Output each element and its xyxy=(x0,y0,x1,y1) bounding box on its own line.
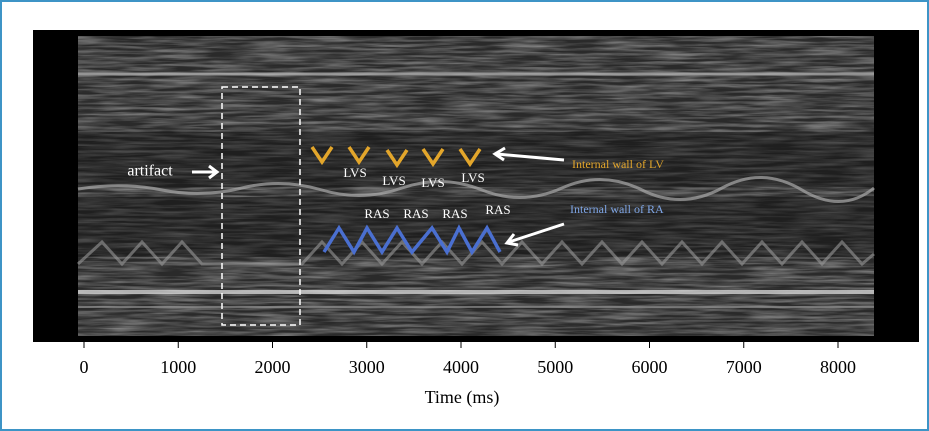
arrow xyxy=(192,164,220,180)
ra-marks xyxy=(322,224,502,256)
tick-label: 0 xyxy=(80,357,89,377)
ras-label: RAS xyxy=(485,202,510,217)
arrow xyxy=(504,222,565,247)
lvs-label: LVS xyxy=(382,173,405,188)
lvs-label: LVS xyxy=(461,170,484,185)
tick-label: 6000 xyxy=(632,357,668,377)
ras-label: RAS xyxy=(403,206,428,221)
lv-marks xyxy=(310,146,482,169)
lvs-label: LVS xyxy=(343,165,366,180)
artifact-box xyxy=(221,86,301,326)
tick-label: 4000 xyxy=(443,357,479,377)
speckle xyxy=(78,36,874,336)
tick-label: 1000 xyxy=(160,357,196,377)
ras-label: RAS xyxy=(364,206,389,221)
tick-label: 5000 xyxy=(537,357,573,377)
ra-wall-label: Internal wall of RA xyxy=(570,202,664,216)
wall-line xyxy=(76,239,875,267)
tick-label: 7000 xyxy=(726,357,762,377)
artifact-label: artifact xyxy=(127,163,173,180)
tick-label: 2000 xyxy=(255,357,291,377)
axis-label: Time (ms) xyxy=(425,387,500,408)
ras-label: RAS xyxy=(442,206,467,221)
lvs-label: LVS xyxy=(421,175,444,190)
tick-label: 3000 xyxy=(349,357,385,377)
tick-label: 8000 xyxy=(820,357,856,377)
arrow xyxy=(492,146,565,162)
lv-wall-label: Internal wall of LV xyxy=(572,157,664,171)
wall-line xyxy=(77,176,875,203)
